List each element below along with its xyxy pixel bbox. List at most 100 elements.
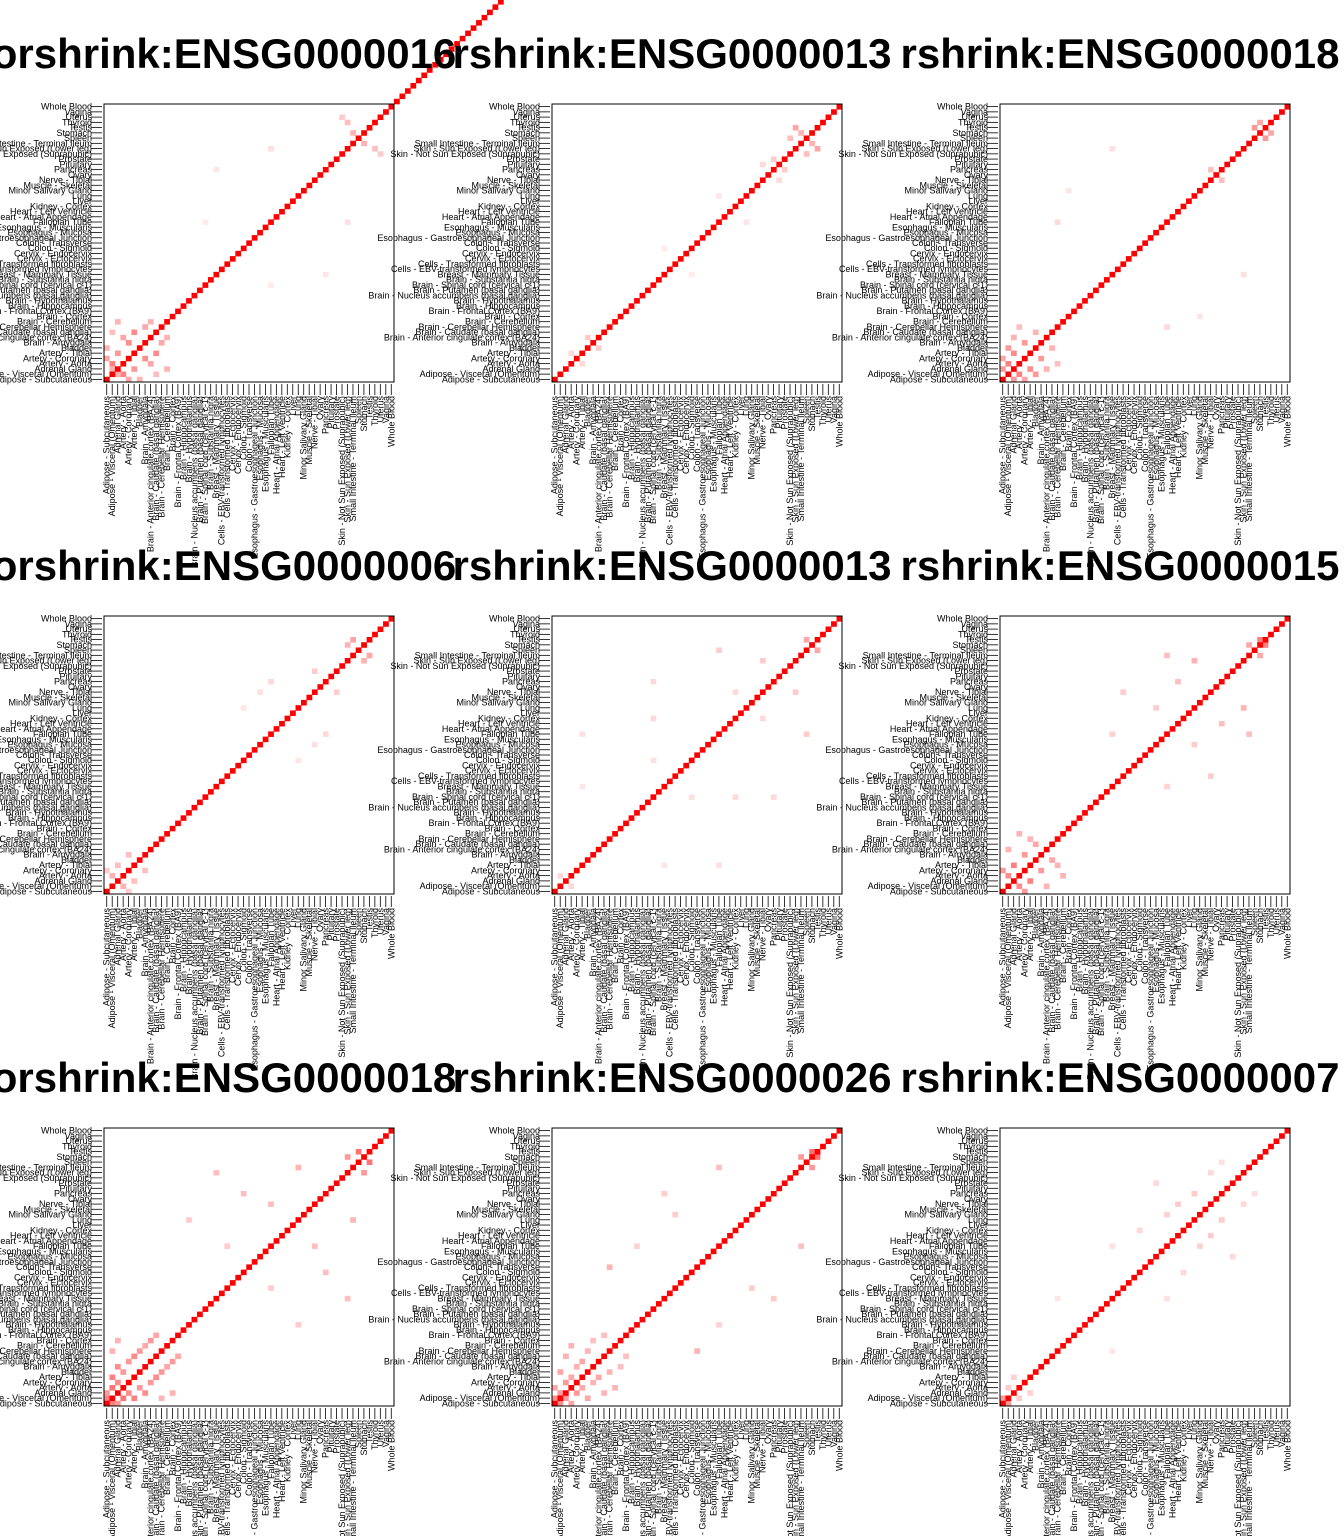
y-label: Adipose - Subcutaneous — [0, 1398, 92, 1408]
heat-cell — [634, 298, 640, 304]
heat-cell — [279, 208, 285, 215]
y-label: Cells - Transformed fibroblasts — [866, 771, 989, 781]
y-label: Skin - Sun Exposed (Lower leg) — [861, 656, 988, 666]
heat-cell — [1218, 720, 1225, 727]
y-label: Skin - Sun Exposed (Lower leg) — [0, 1168, 92, 1178]
heat-cell — [125, 1358, 132, 1365]
x-label: Colon - Sigmoid — [239, 908, 249, 972]
y-label: Stomach — [952, 1152, 988, 1162]
x-label: Brain - Cortex — [1063, 1420, 1073, 1476]
heat-cell — [1098, 794, 1105, 800]
y-label: Brain - Hippocampus — [904, 813, 989, 823]
heat-cell — [1257, 636, 1263, 643]
y-label: Heart - Left Ventricle — [458, 1231, 540, 1241]
x-label: Bladder — [135, 1420, 145, 1451]
heat-cell — [142, 1364, 149, 1370]
y-label: Brain - Spinal cord (cervical c-1) — [860, 280, 988, 290]
y-label: Cervix - Endocervix — [910, 248, 989, 258]
heat-cell — [295, 1322, 302, 1328]
y-label: Colon - Transverse — [16, 1262, 92, 1272]
heat-cell — [809, 642, 815, 648]
x-label: Cells - Transformed fibroblasts — [222, 908, 232, 1031]
x-label: Esophagus - Muscularis — [1156, 1420, 1166, 1517]
x-label: Brain - Cerebellar Hemisphere — [604, 1420, 614, 1536]
heat-cell — [1284, 1128, 1291, 1134]
y-label: Brain - Putamen (basal ganglia) — [0, 797, 92, 807]
x-label: Colon - Transverse — [692, 908, 702, 984]
heat-cell — [1164, 652, 1170, 659]
x-label: Cervix - Ectocervix — [1124, 908, 1134, 984]
y-label: Spleen — [512, 1157, 540, 1167]
y-label: Brain - Frontal Cortex (BA9) — [428, 1330, 540, 1340]
heat-cell — [1010, 878, 1017, 884]
heat-cell — [262, 736, 269, 743]
heat-cell — [1027, 862, 1034, 869]
y-label: Prostate — [954, 1178, 988, 1188]
x-label: Pancreas — [1217, 1420, 1227, 1459]
heat-cell — [339, 114, 346, 121]
heat-cell — [268, 1243, 274, 1249]
x-label: Brain - Cerebellum — [162, 908, 172, 983]
y-label: Nerve - Tibial — [487, 1199, 540, 1209]
x-label: Bladder — [583, 908, 593, 939]
x-label: Muscle - Skeletal — [1200, 1420, 1210, 1489]
x-label: Whole Blood — [1282, 396, 1292, 447]
x-label: Minor Salivary Gland — [747, 396, 757, 480]
x-label: Esophagus - Muscularis — [708, 396, 718, 493]
heat-cell — [322, 271, 329, 278]
y-label: Ovary — [68, 1194, 93, 1204]
heat-cell — [1005, 1400, 1012, 1407]
x-label: Lung — [293, 1420, 303, 1440]
heat-cell — [147, 334, 154, 341]
x-label: Stomach — [359, 396, 369, 432]
x-label: Pituitary — [1222, 396, 1232, 429]
y-label: Brain - Putamen (basal ganglia) — [861, 1309, 988, 1319]
y-label: Thyroid — [510, 629, 540, 639]
x-label: Colon - Sigmoid — [1135, 908, 1145, 972]
heat-cell — [792, 657, 799, 664]
heat-cell — [809, 1154, 815, 1160]
y-label: Spleen — [960, 1157, 988, 1167]
heat-cell — [1224, 161, 1231, 168]
x-label: Whole Blood — [386, 1420, 396, 1471]
heat-cell — [1043, 846, 1050, 853]
x-label: Stomach — [1255, 396, 1265, 432]
x-label: Pituitary — [326, 396, 336, 429]
heat-cell — [311, 741, 318, 748]
y-label: Artery - Coronary — [23, 353, 93, 363]
y-label: Whole Blood — [489, 102, 540, 112]
x-label: Small Intestine - Terminal Ileum — [1244, 908, 1254, 1033]
heat-cell — [246, 752, 253, 758]
x-label: Brain - Frontal Cortex (BA9) — [173, 396, 183, 508]
heat-cell — [770, 156, 777, 162]
y-label: Brain - Hippocampus — [904, 1325, 989, 1335]
x-label: Kidney - Cortex — [730, 908, 740, 971]
heat-cell — [743, 193, 750, 199]
heat-cell — [1262, 636, 1269, 643]
y-label: Artery - Tibial — [935, 1372, 988, 1382]
y-label: Brain - Spinal cord (cervical c-1) — [0, 792, 92, 802]
heat-cell — [699, 1259, 706, 1265]
x-label: Lung — [293, 908, 303, 928]
y-label: Cells - Transformed fibroblasts — [866, 259, 989, 269]
heat-cell — [1065, 825, 1072, 832]
heat-cell — [481, 14, 488, 21]
x-label: Liver — [736, 908, 746, 928]
y-label: Brain - Substantia nigra — [0, 787, 92, 797]
heat-cell — [328, 161, 335, 168]
heat-cell — [350, 140, 356, 147]
heat-cell — [153, 350, 160, 357]
heat-cell — [1005, 345, 1012, 351]
x-label: Testis — [1260, 1420, 1270, 1444]
y-label: Brain - Putamen (basal ganglia) — [413, 285, 540, 295]
heat-cell — [1049, 329, 1056, 336]
heat-cell — [1027, 1374, 1034, 1381]
heat-cell — [770, 794, 777, 800]
y-label: Brain - Substantia nigra — [0, 275, 92, 285]
x-label: Vagina — [1277, 396, 1287, 423]
x-label: Kidney - Cortex — [282, 908, 292, 971]
y-label: Prostate — [506, 154, 540, 164]
x-label: Brain - Caudate (basal ganglia) — [1047, 908, 1057, 1033]
heat-cell — [1218, 166, 1225, 173]
